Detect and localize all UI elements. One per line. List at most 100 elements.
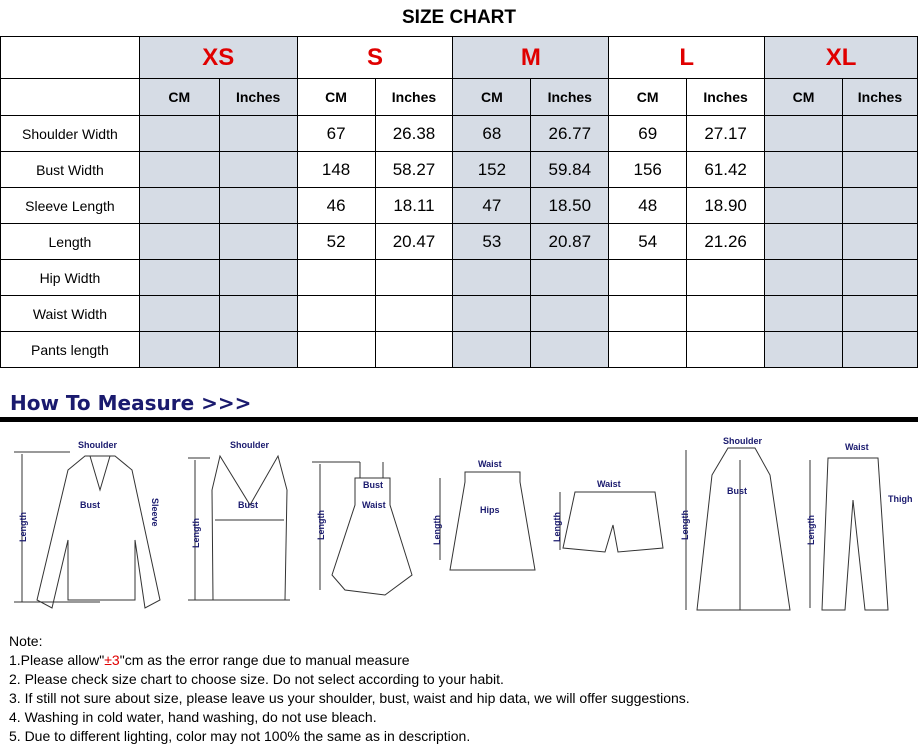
table-cell <box>530 331 610 368</box>
table-row: Waist Width <box>0 295 918 332</box>
row-label: Waist Width <box>0 295 140 332</box>
row-label: Hip Width <box>0 259 140 296</box>
table-cell <box>530 259 610 296</box>
table-cell <box>452 331 532 368</box>
table-cell: 20.47 <box>374 223 454 260</box>
table-cell <box>764 295 843 332</box>
unit-header: CM <box>608 78 688 116</box>
unit-header: Inches <box>841 78 918 116</box>
table-cell: 68 <box>452 115 532 152</box>
table-cell: 59.84 <box>530 151 610 188</box>
table-cell <box>138 259 220 296</box>
size-s: S <box>296 36 454 79</box>
table-cell <box>764 187 843 224</box>
unit-header: CM <box>138 78 220 116</box>
label-waist: Waist <box>362 500 386 510</box>
table-cell: 46 <box>296 187 376 224</box>
note-2: 2. Please check size chart to choose siz… <box>9 671 504 687</box>
note-1-pre: 1.Please allow" <box>9 652 105 668</box>
skirt-illustration: Waist Hips Length <box>432 459 536 571</box>
label-length: Length <box>806 515 816 545</box>
table-cell <box>764 151 843 188</box>
label-length: Length <box>18 512 28 542</box>
tank-illustration: Shoulder Bust Length <box>188 440 290 601</box>
corner-cell <box>0 36 140 79</box>
label-waist: Waist <box>597 479 621 489</box>
unit-header: Inches <box>686 78 766 116</box>
table-cell <box>138 115 220 152</box>
measure-illustrations: Shoulder Bust Sleeve Length Shoulder Bus… <box>14 436 913 611</box>
notes-heading: Note: <box>9 633 43 649</box>
label-shoulder: Shoulder <box>723 436 762 446</box>
row-label: Length <box>0 223 140 260</box>
table-cell: 52 <box>296 223 376 260</box>
corner-cell <box>0 78 140 116</box>
label-waist: Waist <box>845 442 869 452</box>
divider <box>0 417 918 422</box>
label-sleeve: Sleeve <box>150 498 160 527</box>
table-cell <box>608 295 688 332</box>
table-row: Shoulder Width 67 26.38 68 26.77 69 27.17 <box>0 115 918 152</box>
table-cell <box>374 259 454 296</box>
table-cell <box>764 115 843 152</box>
table-cell <box>841 259 918 296</box>
label-bust: Bust <box>727 486 747 496</box>
dress-illustration: Bust Waist Length <box>312 461 413 596</box>
label-thigh: Thigh <box>888 494 913 504</box>
table-row: Bust Width 148 58.27 152 59.84 156 61.42 <box>0 151 918 188</box>
table-cell: 47 <box>452 187 532 224</box>
table-cell: 69 <box>608 115 688 152</box>
label-length: Length <box>191 518 201 548</box>
table-cell <box>764 223 843 260</box>
table-cell <box>686 331 766 368</box>
table-cell: 18.11 <box>374 187 454 224</box>
table-cell <box>841 223 918 260</box>
table-cell <box>296 259 376 296</box>
table-cell: 20.87 <box>530 223 610 260</box>
table-cell <box>138 187 220 224</box>
label-length: Length <box>316 510 326 540</box>
label-waist: Waist <box>478 459 502 469</box>
unit-header: Inches <box>218 78 298 116</box>
note-1: 1.Please allow"±3"cm as the error range … <box>9 651 690 670</box>
coat-illustration: Shoulder Bust Length <box>680 436 791 611</box>
row-label: Bust Width <box>0 151 140 188</box>
label-shoulder: Shoulder <box>230 440 269 450</box>
table-cell <box>138 151 220 188</box>
table-cell: 58.27 <box>374 151 454 188</box>
table-cell <box>764 259 843 296</box>
row-label: Pants length <box>0 331 140 368</box>
table-cell <box>374 295 454 332</box>
note-3: 3. If still not sure about size, please … <box>9 690 690 706</box>
label-bust: Bust <box>363 480 383 490</box>
table-cell: 27.17 <box>686 115 766 152</box>
how-to-measure-heading: How To Measure >>> <box>10 391 252 415</box>
table-cell: 156 <box>608 151 688 188</box>
table-cell: 148 <box>296 151 376 188</box>
shorts-illustration: Waist Length <box>552 479 664 553</box>
size-xs: XS <box>138 36 298 79</box>
label-shoulder: Shoulder <box>78 440 117 450</box>
table-cell: 18.50 <box>530 187 610 224</box>
label-length: Length <box>432 515 442 545</box>
table-cell <box>218 187 298 224</box>
table-cell <box>218 223 298 260</box>
unit-header: Inches <box>530 78 610 116</box>
unit-header: Inches <box>374 78 454 116</box>
table-cell: 48 <box>608 187 688 224</box>
label-length: Length <box>552 512 562 542</box>
table-cell <box>841 151 918 188</box>
label-bust: Bust <box>80 500 100 510</box>
table-cell <box>138 223 220 260</box>
table-cell <box>841 187 918 224</box>
row-label: Shoulder Width <box>0 115 140 152</box>
table-cell <box>138 295 220 332</box>
table-cell: 54 <box>608 223 688 260</box>
table-cell: 53 <box>452 223 532 260</box>
note-4: 4. Washing in cold water, hand washing, … <box>9 709 377 725</box>
label-length: Length <box>680 510 690 540</box>
row-label: Sleeve Length <box>0 187 140 224</box>
table-row: Hip Width <box>0 259 918 296</box>
table-cell <box>841 115 918 152</box>
table-cell <box>218 115 298 152</box>
